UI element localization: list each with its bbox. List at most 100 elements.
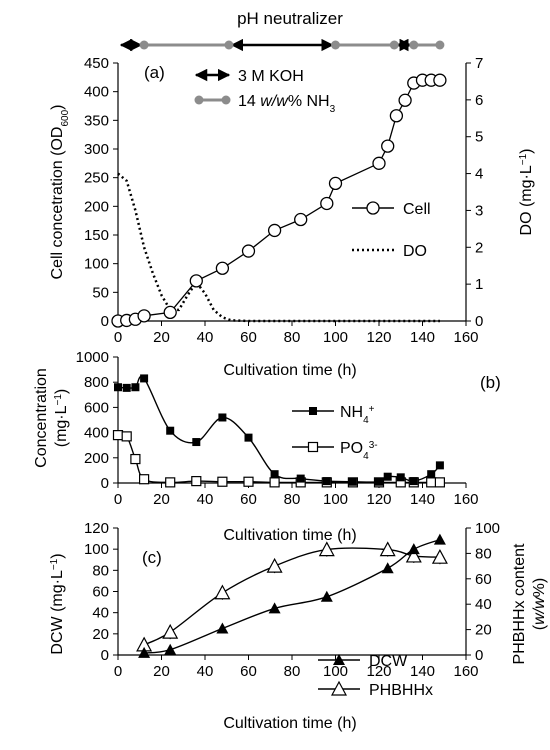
dcw-point xyxy=(407,543,420,555)
panel-a-x-label: Cultivation time (h) xyxy=(223,362,356,379)
panel-b-x-label: Cultivation time (h) xyxy=(223,527,356,544)
panel-a-y2-label: DO (mg·L−1) xyxy=(518,149,536,236)
cell-point xyxy=(381,139,395,153)
x-tick-label: 60 xyxy=(240,491,257,508)
y-tick-label: 400 xyxy=(84,425,109,442)
x-tick-label: 120 xyxy=(366,329,391,346)
po4-point xyxy=(426,477,437,488)
panel-c-axes: 0 20 40 60 80 100 120 140 1600204060801001200204… xyxy=(84,520,500,680)
x-tick-label: 0 xyxy=(114,491,122,508)
y2-tick-label: 4 xyxy=(475,166,483,183)
cell-point xyxy=(372,156,386,170)
po4-point xyxy=(130,453,141,465)
dcw-line xyxy=(144,538,441,654)
y-tick-label: 1000 xyxy=(76,349,109,366)
y-tick-label: 800 xyxy=(84,374,109,391)
panel-a-label: (a) xyxy=(144,63,165,82)
legend-po4-marker xyxy=(307,441,319,453)
x-tick-label: 80 xyxy=(284,491,301,508)
y-tick-label: 120 xyxy=(84,520,109,537)
legend-nh4-marker xyxy=(309,407,317,415)
x-tick-label: 160 xyxy=(453,491,478,508)
y2-tick-label: 7 xyxy=(475,55,483,72)
y-tick-label: 200 xyxy=(84,450,109,467)
y-tick-label: 50 xyxy=(92,284,109,301)
y2-tick-label: 0 xyxy=(475,313,483,330)
panel-b-y-label-2: (mg·L−1) xyxy=(53,389,71,448)
x-tick-label: 20 xyxy=(153,663,170,680)
po4-point xyxy=(139,474,150,485)
legend-cell-marker xyxy=(366,201,380,215)
phbhhx-point xyxy=(162,623,179,639)
phbhhx-point xyxy=(266,557,283,573)
nh4-point xyxy=(296,474,305,483)
y-tick-label: 100 xyxy=(84,256,109,273)
dcw-point xyxy=(320,590,333,602)
nh4-point xyxy=(435,461,444,470)
nh4-point xyxy=(396,473,405,482)
legend-po4-label: PO43- xyxy=(340,440,378,462)
segment-marker-dot xyxy=(139,40,149,50)
ph-neutralizer-bar xyxy=(119,38,445,52)
x-tick-label: 160 xyxy=(453,329,478,346)
x-tick-label: 0 xyxy=(114,663,122,680)
x-tick-label: 140 xyxy=(410,491,435,508)
phbhhx-point xyxy=(405,547,422,563)
po4-point xyxy=(269,477,280,488)
y2-tick-label: 0 xyxy=(475,647,483,664)
x-tick-label: 100 xyxy=(323,663,348,680)
panel-b-axes: 0 20 40 60 80 100 120 140 160 0 200 400 600 800 1000 xyxy=(76,349,479,508)
panel-b: 0 20 40 60 80 100 120 140 160 0 200 400 600 800 1000 (… xyxy=(33,349,501,544)
dcw-point xyxy=(164,643,177,655)
y-tick-label: 0 xyxy=(101,647,109,664)
po4-point xyxy=(243,476,254,487)
y2-tick-label: 20 xyxy=(475,622,492,639)
nh4-point xyxy=(114,383,122,392)
nh4-point xyxy=(131,383,140,392)
cell-point xyxy=(163,305,177,320)
phbhhx-point xyxy=(214,584,231,600)
cell-point xyxy=(320,196,334,211)
legend-nh3-dot xyxy=(194,95,204,105)
panel-c-y-label: DCW (mg·L−1) xyxy=(49,553,67,654)
x-tick-label: 80 xyxy=(284,663,301,680)
panel-c-y2-label: PHBHHx content xyxy=(511,543,528,664)
nh4-point xyxy=(322,477,331,486)
legend-dcw-marker xyxy=(333,654,345,665)
legend-do-label: DO xyxy=(403,243,427,260)
y-tick-label: 250 xyxy=(84,170,109,187)
x-tick-label: 0 xyxy=(114,329,122,346)
y2-tick-label: 1 xyxy=(475,276,483,293)
x-tick-label: 20 xyxy=(153,491,170,508)
panel-a: 0 20 40 60 80 100 120 140 1600501001502002503003… xyxy=(49,55,535,379)
y-tick-label: 300 xyxy=(84,141,109,158)
header-title: pH neutralizer xyxy=(237,9,343,28)
nh4-point xyxy=(427,470,436,479)
do-line xyxy=(117,172,440,323)
panel-c-y2-label-2: (w/w%) xyxy=(531,578,548,630)
y-tick-label: 80 xyxy=(92,562,109,579)
y2-tick-label: 80 xyxy=(475,545,492,562)
y2-tick-label: 60 xyxy=(475,571,492,588)
cell-point xyxy=(215,261,230,275)
y2-tick-label: 5 xyxy=(475,129,483,146)
segment-marker-dot xyxy=(389,40,399,50)
cell-point xyxy=(433,73,447,87)
cell-point xyxy=(389,109,404,123)
dcw-point xyxy=(381,562,394,574)
y2-tick-label: 2 xyxy=(475,239,483,256)
panel-a-y-label: Cell concetration (OD600) xyxy=(49,105,71,280)
legend-koh-label: 3 M KOH xyxy=(238,68,304,85)
nh4-point xyxy=(166,426,175,435)
y-tick-label: 400 xyxy=(84,84,109,101)
legend-nh3-dot xyxy=(221,95,231,105)
nh4-point xyxy=(192,438,201,447)
dcw-point xyxy=(216,622,229,634)
y-tick-label: 20 xyxy=(92,626,109,643)
dcw-point xyxy=(433,533,446,545)
panel-c-label: (c) xyxy=(142,548,162,567)
y-tick-label: 0 xyxy=(101,475,109,492)
cell-point xyxy=(241,244,256,258)
y2-tick-label: 40 xyxy=(475,596,492,613)
x-tick-label: 40 xyxy=(197,329,214,346)
